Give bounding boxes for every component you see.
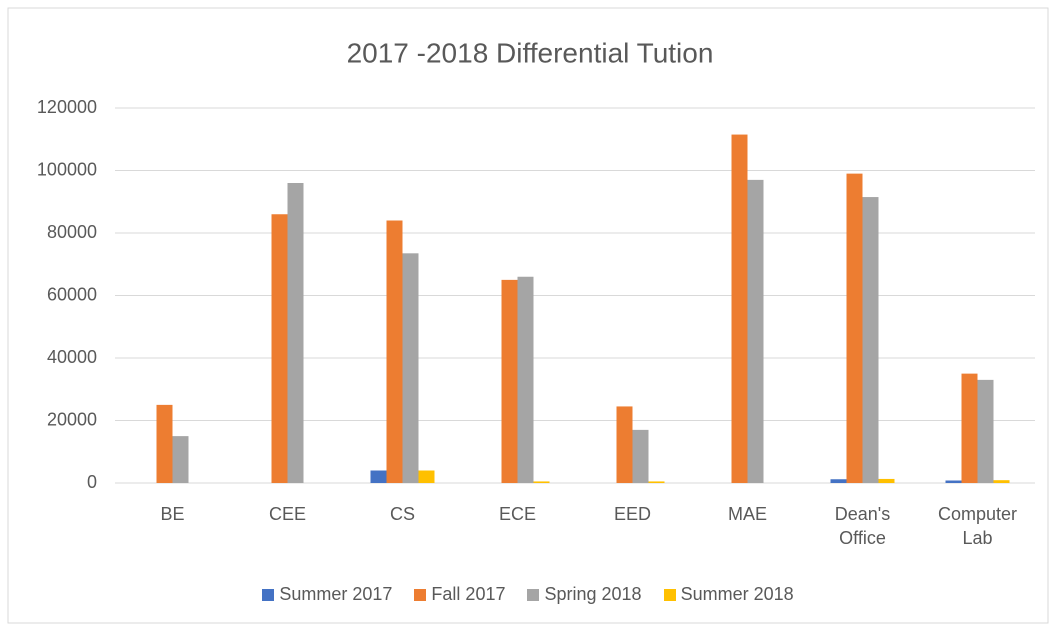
bar: [386, 220, 403, 483]
bar: [370, 470, 387, 483]
legend-swatch: [262, 588, 275, 601]
bar: [731, 134, 748, 483]
bar: [156, 404, 173, 483]
bar: [747, 179, 764, 483]
legend-label: Spring 2018: [544, 584, 642, 604]
y-tick-label: 80000: [47, 222, 97, 242]
x-tick-label: Computer Lab: [937, 504, 1018, 548]
x-tick-label: MAE: [727, 504, 767, 524]
bar: [993, 480, 1010, 483]
legend-swatch: [663, 588, 676, 601]
bar: [846, 173, 863, 483]
bar: [648, 481, 665, 483]
x-tick-label: BE: [160, 504, 185, 524]
y-tick-label: 0: [87, 472, 97, 492]
y-tick-label: 40000: [47, 347, 97, 367]
bar: [632, 429, 649, 483]
bar: [501, 279, 518, 483]
chart-title: 2017 -2018 Differential Tution: [347, 37, 714, 68]
bar: [287, 183, 304, 483]
bar: [830, 479, 847, 483]
bar: [878, 478, 895, 483]
bar: [862, 197, 879, 483]
bar: [945, 480, 962, 483]
bar: [977, 379, 994, 483]
bar: [517, 276, 534, 483]
legend-item: Summer 2018: [663, 584, 794, 605]
x-tick-label: EED: [613, 504, 651, 524]
bar: [616, 406, 633, 483]
y-tick-label: 100000: [37, 159, 97, 179]
bar: [402, 253, 419, 483]
legend-label: Summer 2017: [279, 584, 393, 604]
bar: [172, 436, 189, 483]
legend: Summer 2017 Fall 2017 Spring 2018 Summer 20…: [0, 584, 1056, 605]
y-tick-label: 60000: [47, 284, 97, 304]
legend-item: Spring 2018: [527, 584, 642, 605]
x-tick-label: ECE: [498, 504, 536, 524]
legend-label: Fall 2017: [431, 584, 506, 604]
legend-swatch: [414, 588, 427, 601]
bar: [961, 373, 978, 483]
bar: [533, 481, 550, 483]
bar: [418, 470, 435, 483]
y-tick-label: 120000: [37, 97, 97, 117]
x-tick-label: CS: [389, 504, 415, 524]
x-tick-label: CEE: [268, 504, 306, 524]
legend-item: Fall 2017: [414, 584, 505, 605]
y-tick-label: 20000: [47, 409, 97, 429]
legend-label: Summer 2018: [680, 584, 794, 604]
x-tick-label: Dean's Office: [834, 504, 891, 548]
legend-item: Summer 2017: [262, 584, 392, 605]
legend-swatch: [527, 588, 540, 601]
bar: [271, 214, 288, 483]
